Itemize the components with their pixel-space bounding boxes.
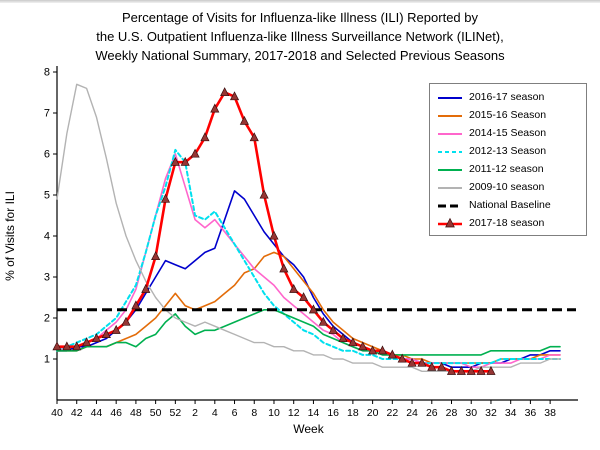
svg-text:6: 6 <box>232 407 238 419</box>
svg-text:16: 16 <box>327 407 339 419</box>
svg-text:2: 2 <box>192 407 198 419</box>
svg-text:14: 14 <box>308 407 320 419</box>
svg-text:4: 4 <box>212 407 218 419</box>
svg-text:8: 8 <box>44 67 50 79</box>
svg-text:22: 22 <box>386 407 398 419</box>
legend-item: 2012-13 Season <box>437 143 579 158</box>
legend-swatch <box>438 150 462 153</box>
top-divider <box>0 0 600 3</box>
legend-item: 2017-18 season <box>437 215 579 230</box>
legend-label: 2009-10 season <box>469 180 545 193</box>
legend-swatch <box>438 168 462 171</box>
svg-text:30: 30 <box>465 407 477 419</box>
svg-text:52: 52 <box>170 407 182 419</box>
svg-text:44: 44 <box>91 407 103 419</box>
legend-swatch <box>438 186 462 189</box>
svg-text:% of Visits for ILI: % of Visits for ILI <box>3 191 17 281</box>
svg-text:50: 50 <box>150 407 162 419</box>
legend-swatch <box>438 96 462 99</box>
svg-text:3: 3 <box>44 272 50 284</box>
svg-text:40: 40 <box>51 407 63 419</box>
legend-item: 2009-10 season <box>437 179 579 194</box>
legend-label: 2012-13 Season <box>469 144 547 157</box>
legend-swatch <box>438 114 462 117</box>
legend-label: 2016-17 season <box>469 90 545 103</box>
legend-item: 2014-15 Season <box>437 125 579 140</box>
svg-text:38: 38 <box>544 407 556 419</box>
legend-item: National Baseline <box>437 197 579 212</box>
svg-text:34: 34 <box>505 407 517 419</box>
svg-text:12: 12 <box>288 407 300 419</box>
svg-text:32: 32 <box>485 407 497 419</box>
chart-title: Percentage of Visits for Influenza-like … <box>0 8 600 65</box>
svg-text:7: 7 <box>44 108 50 120</box>
legend-swatch <box>438 217 462 227</box>
svg-text:20: 20 <box>367 407 379 419</box>
legend-label: 2014-15 Season <box>469 126 547 139</box>
svg-text:48: 48 <box>130 407 142 419</box>
svg-text:8: 8 <box>251 407 257 419</box>
svg-text:2: 2 <box>44 313 50 325</box>
legend-swatch <box>438 204 462 207</box>
svg-text:28: 28 <box>446 407 458 419</box>
chart-title-line-1: Percentage of Visits for Influenza-like … <box>122 10 478 25</box>
legend-label: National Baseline <box>469 198 551 211</box>
legend-label: 2015-16 Season <box>469 108 547 121</box>
svg-text:6: 6 <box>44 149 50 161</box>
svg-text:46: 46 <box>110 407 122 419</box>
legend-item: 2015-16 Season <box>437 107 579 122</box>
svg-text:36: 36 <box>525 407 537 419</box>
legend-item: 2011-12 season <box>437 161 579 176</box>
chart-legend: 2016-17 season 2015-16 Season 2014-15 Seas… <box>429 83 587 236</box>
svg-text:18: 18 <box>347 407 359 419</box>
svg-text:26: 26 <box>426 407 438 419</box>
svg-text:42: 42 <box>71 407 83 419</box>
legend-swatch <box>438 132 462 135</box>
chart-title-line-2: the U.S. Outpatient Influenza-like Illne… <box>96 29 504 44</box>
legend-label: 2017-18 season <box>469 216 545 229</box>
legend-label: 2011-12 season <box>469 162 544 175</box>
legend-item: 2016-17 season <box>437 89 579 104</box>
chart-title-line-3: Weekly National Summary, 2017-2018 and S… <box>95 48 505 63</box>
svg-text:Week: Week <box>293 422 324 436</box>
svg-text:5: 5 <box>44 190 50 202</box>
svg-text:1: 1 <box>44 354 50 366</box>
svg-text:10: 10 <box>268 407 280 419</box>
svg-text:24: 24 <box>406 407 418 419</box>
svg-text:4: 4 <box>44 231 50 243</box>
